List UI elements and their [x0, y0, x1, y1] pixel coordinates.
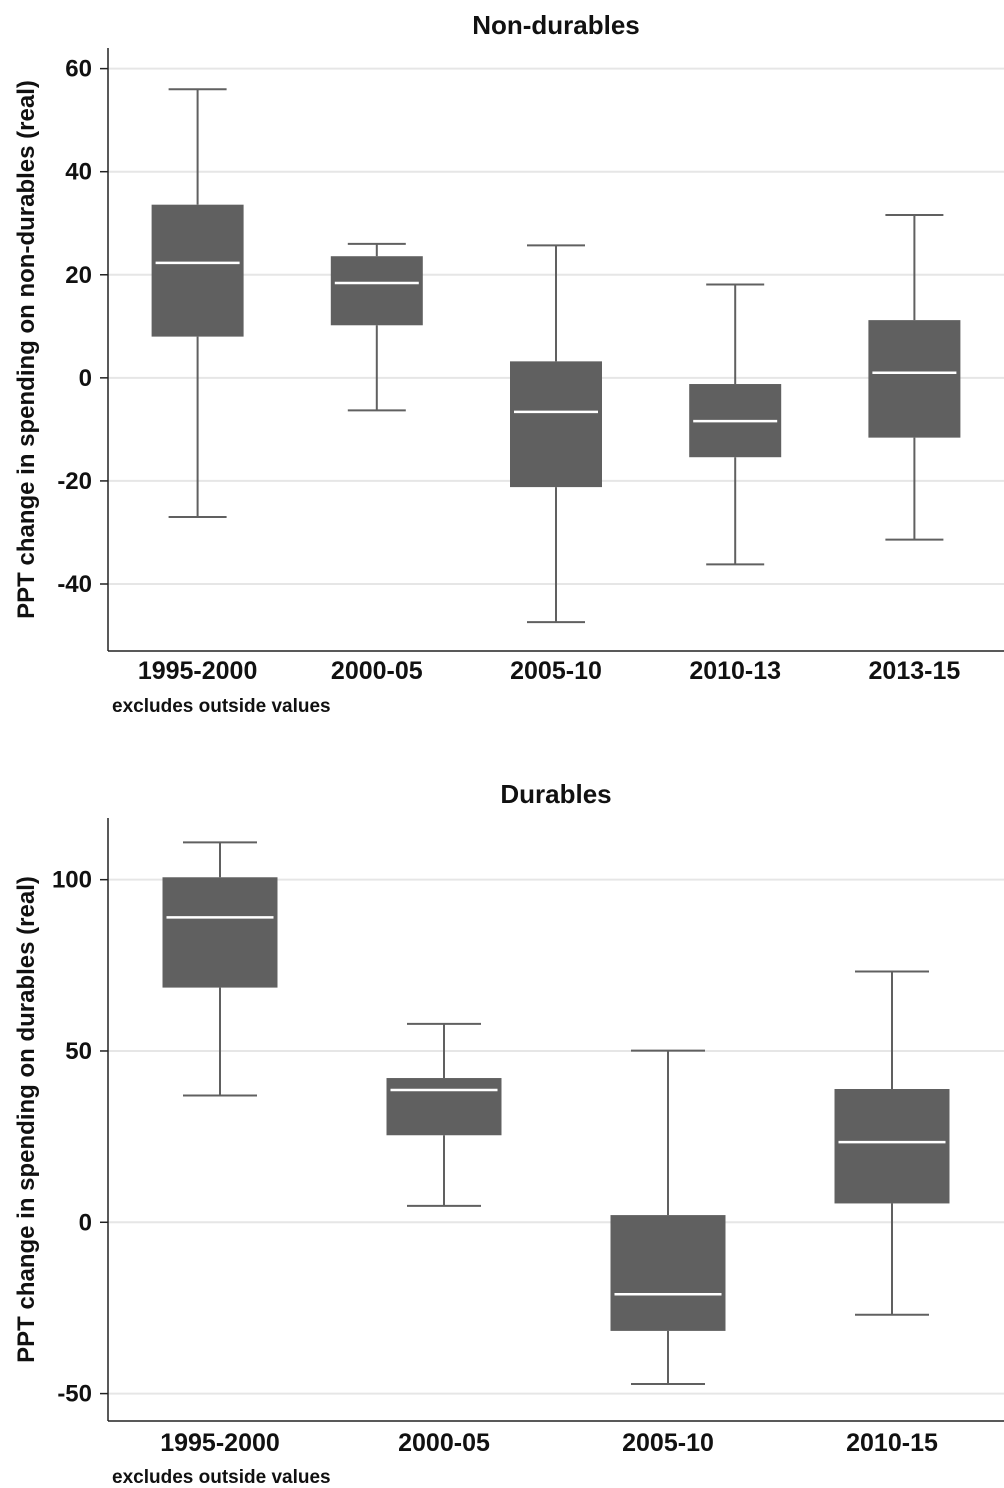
chart-2-y-tick-label: 50 — [65, 1038, 92, 1065]
interquartile-box — [162, 877, 278, 988]
chart-1-note: excludes outside values — [112, 696, 331, 717]
interquartile-box — [868, 320, 961, 438]
chart-1-title: Non-durables — [472, 10, 640, 40]
interquartile-box — [610, 1215, 726, 1331]
chart-1-x-tick-label: 1995-2000 — [138, 657, 258, 685]
chart-2-x-tick-label: 2000-05 — [398, 1429, 490, 1457]
chart-1-box-1 — [151, 88, 244, 518]
chart-1-y-tick-label: 20 — [65, 262, 92, 289]
chart-1-box-4 — [689, 283, 782, 566]
chart-1-y-axis-label: PPT change in spending on non-durables (… — [13, 80, 40, 619]
interquartile-box — [386, 1078, 502, 1136]
chart-1-y-tick-label: 0 — [79, 365, 92, 392]
chart-2-box-1 — [162, 841, 278, 1097]
chart-2-title: Durables — [500, 779, 611, 809]
chart-1-y-tick-label: 60 — [65, 56, 92, 83]
chart-2-y-tick-label: -50 — [57, 1381, 92, 1408]
chart-2-box-3 — [610, 1049, 726, 1385]
interquartile-box — [510, 361, 602, 488]
chart-2-x-tick-label: 2005-10 — [622, 1429, 714, 1457]
chart-2-box-2 — [386, 1022, 502, 1207]
chart-2-x-tick-label: 1995-2000 — [160, 1429, 280, 1457]
chart-1-x-tick-label: 2005-10 — [510, 657, 602, 685]
chart-2-y-tick-label: 0 — [79, 1209, 92, 1236]
chart-1-x-tick-label: 2013-15 — [869, 657, 961, 685]
chart-2-y-axis-label: PPT change in spending on durables (real… — [13, 876, 40, 1363]
chart-2-box-4 — [834, 970, 950, 1316]
interquartile-box — [151, 204, 244, 337]
chart-1-x-tick-label: 2010-13 — [689, 657, 781, 685]
chart-2-x-tick-label: 2010-15 — [846, 1429, 938, 1457]
chart-1-box-2 — [330, 242, 423, 412]
chart-1-y-tick-label: 40 — [65, 159, 92, 186]
interquartile-box — [834, 1089, 950, 1204]
chart-2-y-tick-label: 100 — [52, 867, 92, 894]
chart-1-y-tick-label: -40 — [57, 571, 92, 598]
chart-1-y-tick-label: -20 — [57, 468, 92, 495]
chart-2-note: excludes outside values — [112, 1467, 331, 1488]
chart-1-box-5 — [868, 213, 961, 541]
chart-1-x-tick-label: 2000-05 — [331, 657, 423, 685]
interquartile-box — [330, 256, 423, 326]
chart-1-box-3 — [510, 244, 602, 624]
